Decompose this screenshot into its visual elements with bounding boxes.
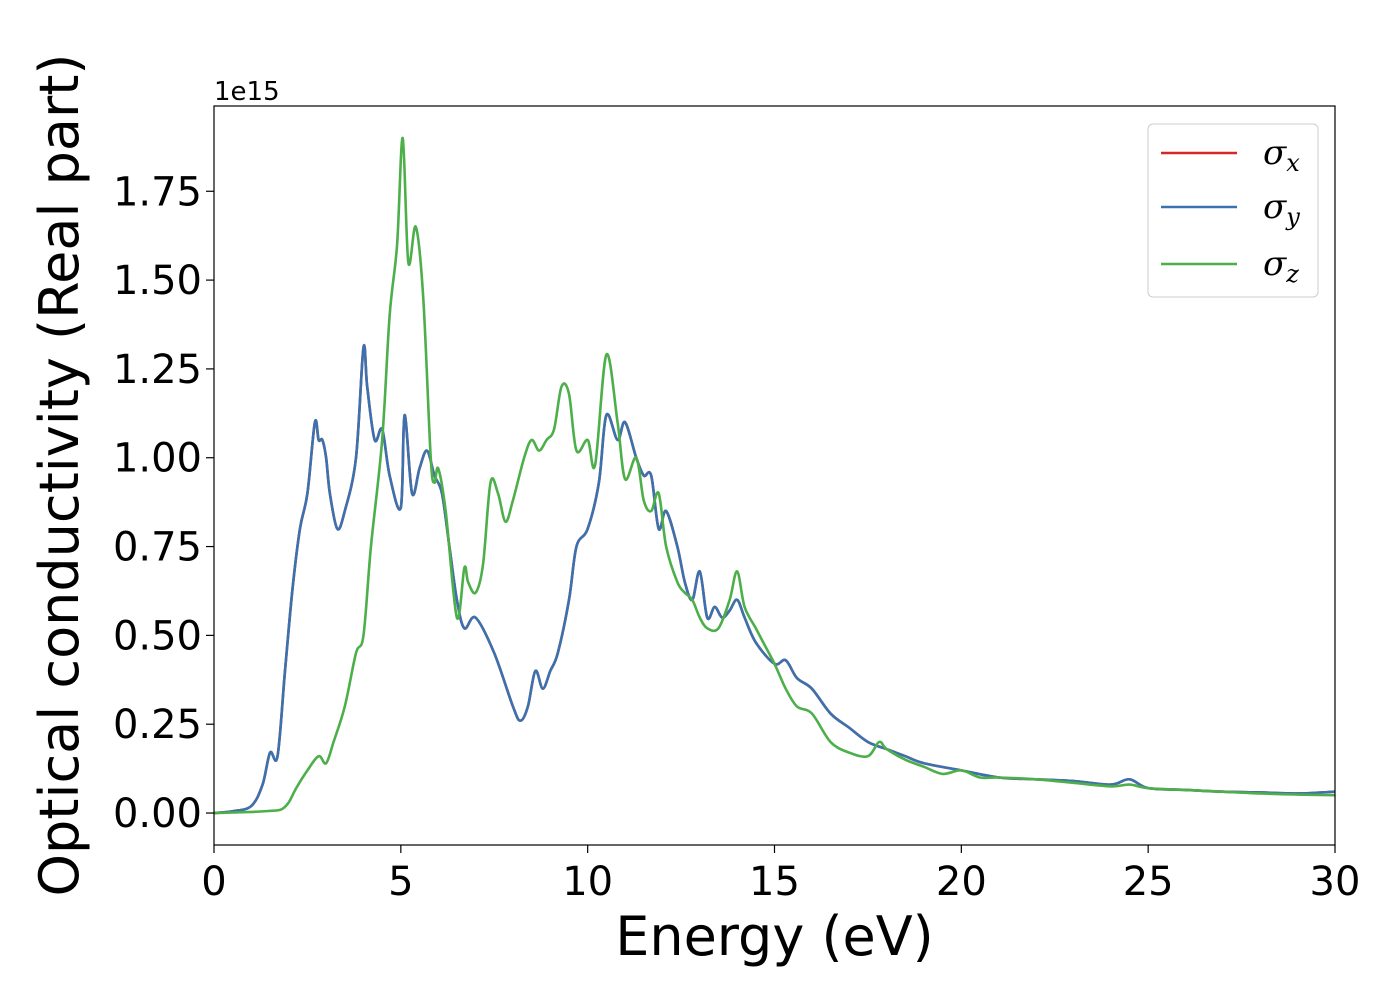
x-tick-label: 25 (1123, 859, 1174, 905)
series-line-x (213, 343, 1336, 815)
legend-box (1147, 123, 1319, 298)
y-tick-label: 0.25 (113, 702, 202, 748)
y-tick-label: 0.00 (113, 791, 202, 837)
y-tick-label: 0.50 (113, 613, 202, 659)
x-axis-ticks: 0 5 10 15 20 25 30 (201, 845, 1360, 905)
y-tick-label: 0.75 (113, 525, 202, 571)
series-line-y (213, 343, 1336, 815)
x-tick-label: 30 (1310, 859, 1361, 905)
y-tick-label: 1.25 (113, 347, 202, 393)
y-tick-label: 1.00 (113, 436, 202, 482)
y-tick-label: 1.75 (113, 169, 202, 215)
x-tick-label: 5 (388, 859, 413, 905)
y-offset-text: 1e15 (214, 77, 280, 107)
y-axis-title: Optical conductivity (Real part) (28, 54, 91, 897)
x-axis-title: Energy (eV) (615, 905, 934, 968)
x-tick-label: 15 (749, 859, 800, 905)
y-axis-ticks: 0.00 0.25 0.50 0.75 1.00 1.25 1.50 1.75 (113, 169, 214, 837)
x-tick-label: 10 (562, 859, 613, 905)
series-line-z (213, 136, 1336, 815)
series-layer (213, 136, 1336, 815)
x-tick-label: 0 (201, 859, 226, 905)
y-tick-label: 1.50 (113, 258, 202, 304)
x-tick-label: 20 (936, 859, 987, 905)
